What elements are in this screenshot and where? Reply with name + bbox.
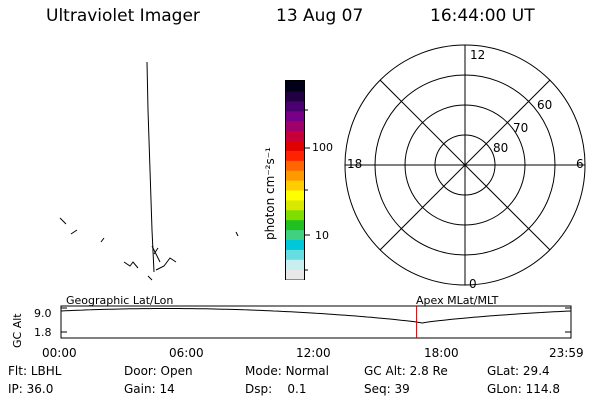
status-ip-value: 36.0	[26, 382, 54, 396]
status-gc-alt: GC Alt: 2.8 Re	[364, 364, 448, 378]
mlt-label-12: 12	[470, 48, 486, 62]
status-gain-label: Gain:	[124, 382, 156, 396]
color-band	[286, 269, 304, 280]
color-band	[286, 130, 304, 141]
color-scale-bar	[285, 80, 305, 280]
mlat-label-70: 70	[513, 121, 529, 135]
color-band	[286, 189, 304, 201]
status-filter-value: LBHL	[30, 364, 62, 378]
color-band	[286, 100, 304, 112]
color-band	[286, 219, 304, 231]
status-glat: GLat: 29.4	[487, 364, 550, 378]
status-glat-value: 29.4	[522, 364, 550, 378]
status-gain: Gain: 14	[124, 382, 175, 396]
status-gc-alt-value: 2.8 Re	[409, 364, 448, 378]
time-tick-1800: 18:00	[424, 346, 459, 360]
orbit-right-caption: Apex MLat/MLT	[416, 294, 499, 307]
status-seq: Seq: 39	[364, 382, 410, 396]
orbit-left-caption: Geographic Lat/Lon	[66, 294, 174, 307]
status-mode-value: Normal	[285, 364, 329, 378]
time-label: 16:44:00 UT	[430, 6, 535, 26]
status-dsp: Dsp: 0.1	[245, 382, 307, 396]
color-scale-gradient	[286, 81, 304, 280]
colorbar-tick-100: 100	[312, 141, 333, 154]
status-dsp-label: Dsp:	[245, 382, 273, 396]
status-glon-label: GLon:	[487, 382, 522, 396]
color-scale-ticks	[305, 109, 310, 271]
date-label: 13 Aug 07	[276, 6, 364, 26]
status-filter-label: Flt:	[8, 364, 27, 378]
color-band	[286, 209, 304, 221]
color-band	[286, 140, 304, 151]
orbit-y-tick-max: 9.0	[34, 307, 52, 320]
status-glat-label: GLat:	[487, 364, 520, 378]
polar-mlt-grid	[344, 44, 586, 286]
status-glon-value: 114.8	[525, 382, 560, 396]
color-band	[286, 170, 304, 181]
status-ip-label: IP:	[8, 382, 23, 396]
time-tick-2359: 23:59	[549, 346, 584, 360]
orbit-y-axis-label: GC Alt	[11, 313, 24, 348]
status-dsp-value: 0.1	[287, 382, 307, 396]
mlat-label-80: 80	[493, 141, 509, 155]
status-glon: GLon: 114.8	[487, 382, 560, 396]
color-band	[286, 249, 304, 260]
time-tick-0600: 06:00	[169, 346, 204, 360]
time-tick-0000: 00:00	[42, 346, 77, 360]
status-seq-value: 39	[394, 382, 410, 396]
polar-diagonal-2	[379, 79, 551, 251]
orbit-altitude-curve	[60, 308, 572, 324]
color-band	[286, 160, 304, 171]
mlt-label-0: 0	[469, 277, 477, 291]
status-ip: IP: 36.0	[8, 382, 53, 396]
color-band	[286, 229, 304, 240]
orbit-altitude-plot	[60, 305, 572, 339]
mlt-label-18: 18	[347, 157, 363, 171]
colorbar-unit-label: photon cm⁻²s⁻¹	[263, 147, 277, 240]
color-band	[286, 81, 304, 92]
color-band	[286, 120, 304, 132]
status-gain-value: 14	[159, 382, 175, 396]
color-band	[286, 90, 304, 102]
status-door-label: Door:	[124, 364, 157, 378]
status-seq-label: Seq:	[364, 382, 391, 396]
colorbar-tick-10: 10	[315, 229, 329, 242]
color-band	[286, 239, 304, 250]
orbit-y-tick-min: 1.8	[34, 326, 52, 339]
geographic-image-panel	[59, 61, 239, 281]
time-tick-1200: 12:00	[296, 346, 331, 360]
color-band	[286, 150, 304, 161]
status-gc-alt-label: GC Alt:	[364, 364, 406, 378]
status-filter: Flt: LBHL	[8, 364, 61, 378]
color-band	[286, 180, 304, 191]
instrument-title: Ultraviolet Imager	[46, 6, 200, 26]
orbit-plot-frame	[60, 305, 572, 339]
coastline-outline	[59, 61, 239, 281]
status-mode: Mode: Normal	[245, 364, 329, 378]
mlt-label-6: 6	[576, 157, 584, 171]
color-band	[286, 259, 304, 270]
color-band	[286, 199, 304, 211]
color-band	[286, 110, 304, 122]
mlat-label-60: 60	[537, 98, 553, 112]
status-door: Door: Open	[124, 364, 193, 378]
status-mode-label: Mode:	[245, 364, 282, 378]
status-door-value: Open	[160, 364, 193, 378]
